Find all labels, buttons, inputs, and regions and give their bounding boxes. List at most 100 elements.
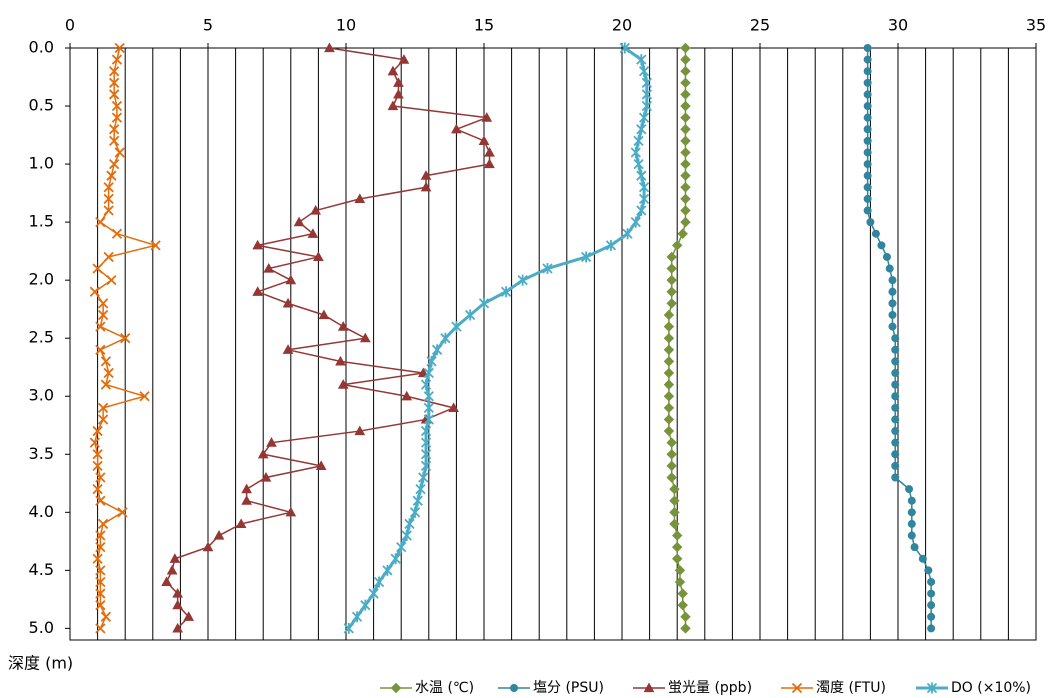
marker xyxy=(393,88,404,99)
legend-item: 蛍光量 (ppb) xyxy=(633,680,752,696)
marker xyxy=(622,228,633,240)
marker xyxy=(293,216,305,227)
marker xyxy=(114,147,125,158)
marker xyxy=(266,437,277,447)
marker xyxy=(368,588,379,600)
marker xyxy=(891,415,900,424)
marker xyxy=(382,564,393,576)
marker xyxy=(313,251,324,262)
x-tick-label: 25 xyxy=(750,16,770,35)
marker xyxy=(404,518,415,530)
marker xyxy=(680,66,691,77)
marker xyxy=(641,77,652,89)
marker xyxy=(241,495,252,505)
marker xyxy=(636,205,647,217)
marker xyxy=(871,229,880,238)
legend-label: 濁度 (FTU) xyxy=(816,680,886,696)
marker xyxy=(605,239,617,251)
marker xyxy=(671,530,683,541)
marker xyxy=(183,611,195,621)
marker xyxy=(680,611,691,622)
marker xyxy=(92,449,103,460)
marker xyxy=(260,471,272,482)
marker xyxy=(213,529,225,540)
marker xyxy=(517,274,528,286)
series-line xyxy=(347,46,649,630)
marker xyxy=(390,553,401,565)
marker xyxy=(671,240,683,251)
marker xyxy=(863,44,872,52)
marker xyxy=(92,460,103,472)
marker xyxy=(863,183,872,192)
marker xyxy=(663,332,675,344)
marker xyxy=(103,251,114,263)
marker xyxy=(172,622,183,633)
marker xyxy=(891,380,900,389)
marker xyxy=(680,147,691,158)
marker xyxy=(387,65,399,76)
marker xyxy=(95,542,106,553)
marker xyxy=(666,460,677,472)
marker xyxy=(663,309,675,321)
marker xyxy=(465,309,476,321)
marker xyxy=(111,100,123,112)
marker xyxy=(891,392,900,401)
marker xyxy=(863,148,872,157)
marker xyxy=(263,263,275,273)
marker xyxy=(633,135,644,147)
marker xyxy=(680,216,691,228)
marker xyxy=(891,369,900,378)
marker xyxy=(401,530,412,542)
marker xyxy=(92,263,103,274)
marker xyxy=(106,275,117,286)
marker xyxy=(390,682,402,694)
marker xyxy=(166,564,178,575)
marker xyxy=(891,438,900,447)
marker xyxy=(638,193,650,205)
marker xyxy=(680,135,691,147)
marker xyxy=(863,160,872,169)
legend-label: 水温 (℃) xyxy=(415,680,474,696)
marker xyxy=(285,274,297,285)
marker xyxy=(95,588,106,599)
marker xyxy=(680,77,691,89)
marker xyxy=(663,391,675,402)
marker xyxy=(863,55,872,64)
marker xyxy=(417,367,429,378)
series-line xyxy=(165,47,491,629)
marker xyxy=(89,437,100,448)
marker xyxy=(351,611,363,623)
marker xyxy=(863,102,872,111)
marker xyxy=(918,554,927,563)
y-tick-label: 1.5 xyxy=(29,212,54,231)
marker xyxy=(431,344,443,356)
marker xyxy=(420,437,432,449)
marker xyxy=(150,240,161,251)
marker xyxy=(100,611,112,622)
marker xyxy=(666,437,677,448)
marker xyxy=(641,88,652,100)
marker xyxy=(252,286,264,296)
legend-item: 水温 (℃) xyxy=(380,680,474,696)
marker xyxy=(888,299,897,308)
marker xyxy=(666,472,677,483)
marker xyxy=(666,274,677,286)
marker xyxy=(927,612,936,621)
marker xyxy=(252,239,264,250)
marker xyxy=(307,228,319,238)
marker xyxy=(412,495,423,507)
marker xyxy=(393,77,404,87)
marker xyxy=(310,204,321,215)
marker xyxy=(103,182,114,193)
marker xyxy=(401,390,413,401)
y-tick-label: 2.5 xyxy=(29,328,54,347)
marker xyxy=(100,356,112,367)
y-tick-label: 1.0 xyxy=(29,154,54,173)
marker xyxy=(680,112,691,123)
marker xyxy=(863,194,872,203)
marker xyxy=(396,541,407,553)
marker xyxy=(95,344,106,355)
marker xyxy=(315,460,327,470)
marker xyxy=(484,146,495,157)
marker xyxy=(863,125,872,134)
